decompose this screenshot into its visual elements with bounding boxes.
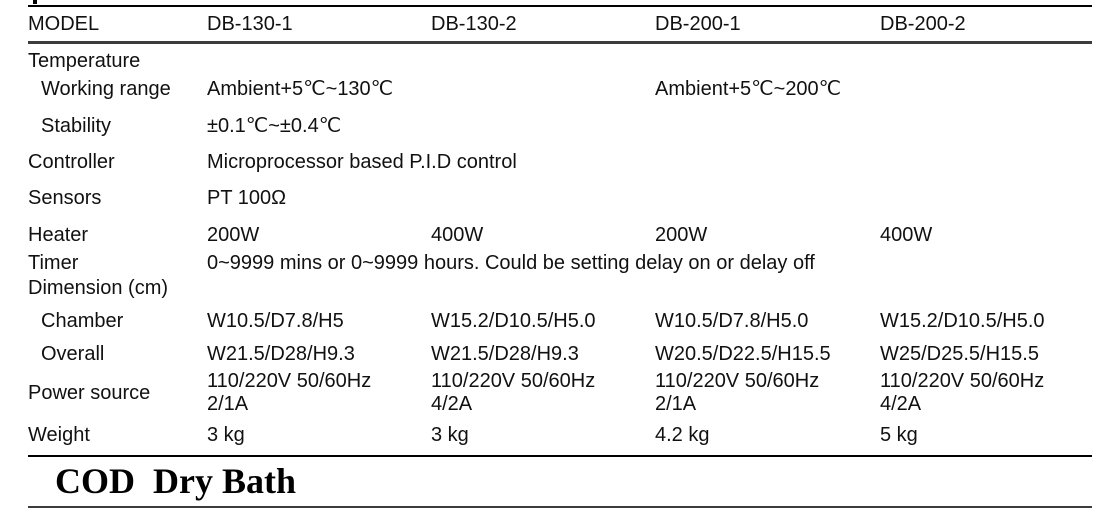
spec-row-label: Sensors: [28, 187, 102, 209]
spec-row-label: Chamber: [41, 310, 124, 332]
spec-cell-stability: ±0.1℃~±0.4℃: [207, 115, 342, 137]
model-name-db-130-2: DB-130-2: [431, 5, 655, 44]
spec-row-stability: Stability ±0.1℃~±0.4℃: [28, 110, 1092, 146]
spec-cell-weight-2: 3 kg: [431, 424, 469, 446]
spec-cell-heater-2: 400W: [431, 224, 484, 246]
spec-cell-weight-4: 5 kg: [880, 424, 918, 446]
spec-row-controller: Controller Microprocessor based P.I.D co…: [28, 146, 1092, 181]
spec-row-label: Controller: [28, 151, 115, 173]
spec-row-heater: Heater 200W 400W 200W 400W: [28, 217, 1092, 247]
model-name-db-130-1: DB-130-1: [207, 5, 431, 44]
spec-row-working-range: Working range Ambient+5℃~130℃ Ambient+5℃…: [28, 73, 1092, 110]
spec-cell-working-range-130: Ambient+5℃~130℃: [207, 78, 394, 100]
model-header-row: MODEL DB-130-1 DB-130-2 DB-200-1 DB-200-…: [28, 5, 1092, 44]
model-header-label: MODEL: [28, 5, 207, 44]
spec-row-label: Temperature: [28, 50, 141, 72]
spec-row-dimension: Dimension (cm): [28, 275, 1092, 300]
spec-sheet: MODEL DB-130-1 DB-130-2 DB-200-1 DB-200-…: [28, 5, 1092, 508]
spec-cell-empty: [207, 43, 1092, 74]
model-name-db-200-2: DB-200-2: [880, 5, 1092, 44]
spec-cell-weight-1: 3 kg: [207, 424, 245, 446]
spec-cell-heater-4: 400W: [880, 224, 933, 246]
spec-cell-chamber-1: W10.5/D7.8/H5: [207, 310, 344, 332]
spec-row-power-source: Power source 110/220V 50/60Hz 2/1A 110/2…: [28, 368, 1092, 418]
spec-row-timer: Timer 0~9999 mins or 0~9999 hours. Could…: [28, 247, 1092, 275]
spec-cell-heater-1: 200W: [207, 224, 260, 246]
spec-cell-overall-1: W21.5/D28/H9.3: [207, 343, 355, 365]
spec-cell-power-3: 110/220V 50/60Hz 2/1A: [655, 370, 820, 415]
spec-cell-heater-3: 200W: [655, 224, 708, 246]
cropped-text-fragment: [33, 0, 37, 4]
spec-cell-weight-3: 4.2 kg: [655, 424, 710, 446]
spec-row-temperature: Temperature: [28, 43, 1092, 74]
spec-cell-overall-3: W20.5/D22.5/H15.5: [655, 343, 831, 365]
spec-row-overall: Overall W21.5/D28/H9.3 W21.5/D28/H9.3 W2…: [28, 333, 1092, 368]
spec-table: MODEL DB-130-1 DB-130-2 DB-200-1 DB-200-…: [28, 5, 1092, 455]
spec-row-sensors: Sensors PT 100Ω: [28, 181, 1092, 217]
section-title: COD Dry Bath: [55, 461, 296, 501]
spec-row-label: Heater: [28, 224, 89, 246]
spec-cell-chamber-3: W10.5/D7.8/H5.0: [655, 310, 809, 332]
section-title-block: COD Dry Bath: [28, 455, 1092, 508]
spec-cell-working-range-200: Ambient+5℃~200℃: [655, 78, 842, 100]
spec-cell-timer: 0~9999 mins or 0~9999 hours. Could be se…: [207, 252, 815, 274]
spec-row-weight: Weight 3 kg 3 kg 4.2 kg 5 kg: [28, 418, 1092, 455]
spec-cell-overall-4: W25/D25.5/H15.5: [880, 343, 1039, 365]
spec-row-label: Weight: [28, 424, 90, 446]
spec-cell-sensors: PT 100Ω: [207, 187, 287, 209]
spec-row-chamber: Chamber W10.5/D7.8/H5 W15.2/D10.5/H5.0 W…: [28, 300, 1092, 333]
spec-cell-chamber-4: W15.2/D10.5/H5.0: [880, 310, 1045, 332]
model-name-db-200-1: DB-200-1: [655, 5, 880, 44]
spec-row-label: Timer: [28, 252, 79, 274]
spec-cell-chamber-2: W15.2/D10.5/H5.0: [431, 310, 596, 332]
spec-row-label: Power source: [28, 382, 151, 404]
spec-cell-controller: Microprocessor based P.I.D control: [207, 151, 517, 173]
spec-row-label: Working range: [41, 78, 171, 100]
spec-row-label: Stability: [41, 115, 112, 137]
spec-cell-power-2: 110/220V 50/60Hz 4/2A: [431, 370, 596, 415]
spec-cell-power-4: 110/220V 50/60Hz 4/2A: [880, 370, 1045, 415]
spec-row-label: Overall: [41, 343, 105, 365]
spec-cell-empty: [207, 275, 1092, 300]
spec-cell-overall-2: W21.5/D28/H9.3: [431, 343, 579, 365]
spec-row-label: Dimension (cm): [28, 277, 169, 299]
spec-cell-power-1: 110/220V 50/60Hz 2/1A: [207, 370, 372, 415]
